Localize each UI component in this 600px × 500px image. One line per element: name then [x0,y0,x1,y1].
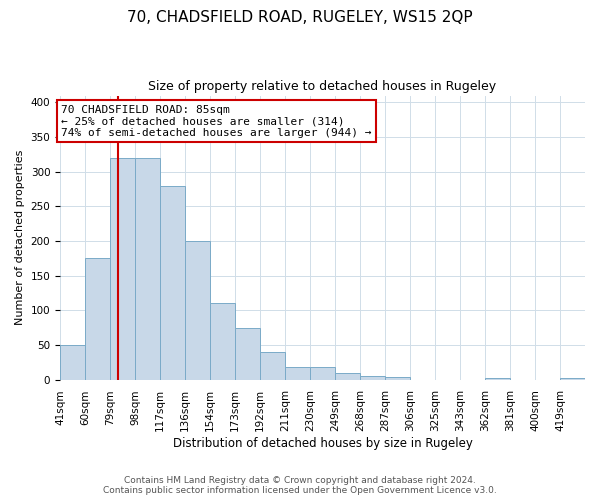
Bar [310,367,335,380]
Text: 70, CHADSFIELD ROAD, RUGELEY, WS15 2QP: 70, CHADSFIELD ROAD, RUGELEY, WS15 2QP [127,10,473,25]
Bar [385,377,410,380]
Bar [185,241,210,380]
Bar [285,367,310,380]
Bar [60,345,85,380]
X-axis label: Distribution of detached houses by size in Rugeley: Distribution of detached houses by size … [173,437,472,450]
Bar [210,304,235,380]
Bar [560,378,585,380]
Bar [335,372,360,380]
Text: 70 CHADSFIELD ROAD: 85sqm
← 25% of detached houses are smaller (314)
74% of semi: 70 CHADSFIELD ROAD: 85sqm ← 25% of detac… [61,104,372,138]
Bar [85,258,110,380]
Bar [135,158,160,380]
Bar [160,186,185,380]
Title: Size of property relative to detached houses in Rugeley: Size of property relative to detached ho… [148,80,497,93]
Bar [360,376,385,380]
Text: Contains HM Land Registry data © Crown copyright and database right 2024.
Contai: Contains HM Land Registry data © Crown c… [103,476,497,495]
Y-axis label: Number of detached properties: Number of detached properties [15,150,25,326]
Bar [110,158,135,380]
Bar [485,378,510,380]
Bar [260,352,285,380]
Bar [235,328,260,380]
